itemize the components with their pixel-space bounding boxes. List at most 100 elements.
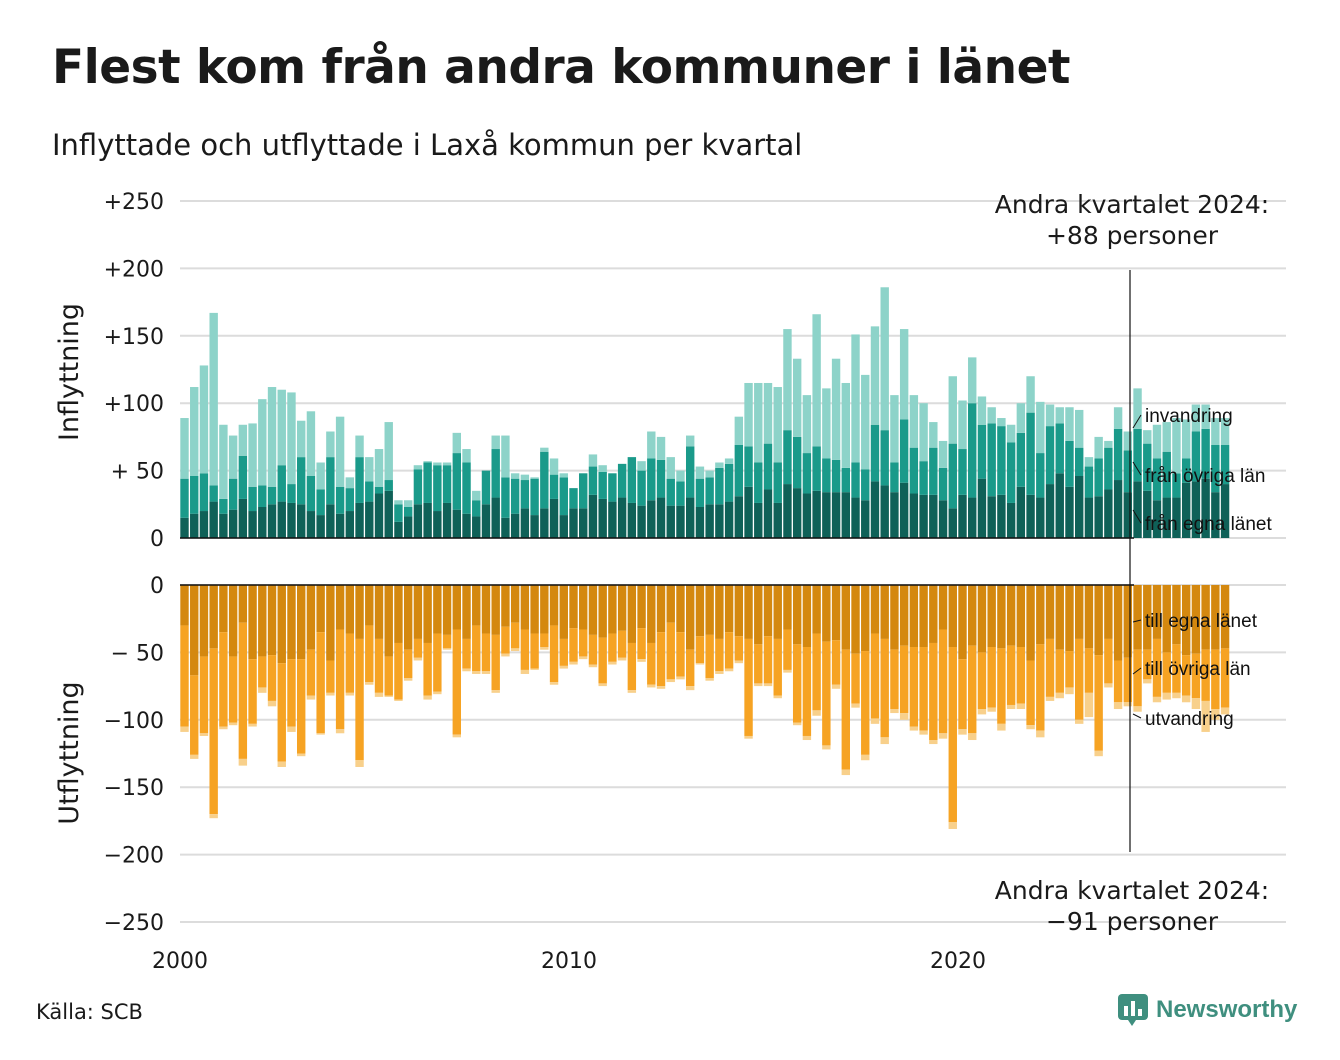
in-bar-invandring <box>851 334 860 463</box>
out-bar-utvandring <box>549 682 559 685</box>
in-bar-från-övriga-län <box>472 500 481 517</box>
out-bar-utvandring <box>1026 725 1035 730</box>
in-bar-från-övriga-län <box>1055 423 1064 474</box>
logo-text: Newsworthy <box>1156 996 1298 1023</box>
out-bar-utvandring <box>472 671 481 674</box>
in-bar-från-övriga-län <box>579 473 588 509</box>
out-bar-till-egna-länet <box>792 585 802 645</box>
in-bar-från-övriga-län <box>365 481 374 502</box>
in-bar-från-övriga-län <box>1191 431 1201 482</box>
in-bar-invandring <box>374 449 384 487</box>
out-bar-utvandring <box>899 713 909 720</box>
in-leader-line <box>1132 509 1142 524</box>
out-bar-till-egna-länet <box>491 585 500 635</box>
out-bar-till-övriga-län <box>238 622 248 759</box>
in-bar-invandring <box>1220 418 1230 445</box>
in-bar-från-egna-länet <box>1211 492 1220 538</box>
out-bar-utvandring <box>656 686 666 689</box>
out-bar-till-egna-länet <box>1006 585 1016 646</box>
out-bar-till-egna-länet <box>1191 585 1201 654</box>
in-bar-invandring <box>209 312 218 486</box>
labels: Inflyttning Utflyttning Andra kvartalet 20… <box>54 190 1272 936</box>
in-bar-från-egna-länet <box>384 490 393 538</box>
out-bar-utvandring <box>1036 730 1045 738</box>
in-bar-invandring <box>997 418 1006 427</box>
in-bar-från-övriga-län <box>929 447 938 495</box>
in-leader-line <box>1132 414 1142 429</box>
in-bar-invandring <box>948 376 957 444</box>
in-bar-från-egna-länet <box>705 504 714 538</box>
out-bar-utvandring <box>326 692 335 696</box>
in-bar-från-egna-länet <box>909 493 919 538</box>
out-bar-till-egna-länet <box>433 585 442 634</box>
newsworthy-logo[interactable]: Newsworthy <box>1118 994 1297 1026</box>
in-bar-från-egna-länet <box>540 508 549 538</box>
in-bar-invandring <box>870 326 880 425</box>
in-bar-från-egna-länet <box>326 504 335 538</box>
out-bar-utvandring <box>520 669 530 674</box>
in-bar-invandring <box>1075 409 1084 448</box>
out-bar-till-egna-länet <box>715 585 724 639</box>
out-bar-utvandring <box>510 648 520 652</box>
in-bar-från-egna-länet <box>219 513 228 538</box>
out-bar-utvandring <box>1172 692 1181 699</box>
out-bar-utvandring <box>695 663 705 665</box>
out-bar-till-egna-länet <box>929 585 938 643</box>
in-bar-från-egna-länet <box>374 493 384 538</box>
out-bar-till-övriga-län <box>617 630 627 658</box>
out-bar-till-övriga-län <box>258 656 267 688</box>
source-note: Källa: SCB <box>36 1000 143 1024</box>
out-bar-till-övriga-län <box>1026 660 1035 726</box>
out-bar-utvandring <box>209 814 218 819</box>
in-bar-från-övriga-län <box>1006 442 1016 503</box>
in-bar-från-övriga-län <box>1036 453 1045 498</box>
in-bar-invandring <box>968 357 977 404</box>
in-bar-från-övriga-län <box>1181 458 1191 483</box>
in-bar-invandring <box>1172 418 1181 474</box>
out-bar-till-egna-länet <box>647 585 656 643</box>
in-bar-invandring <box>831 358 841 460</box>
out-bar-till-egna-länet <box>316 585 325 633</box>
in-bar-invandring <box>520 474 530 481</box>
out-bar-utvandring <box>608 661 617 665</box>
out-bar-till-övriga-län <box>413 638 423 658</box>
in-bar-från-övriga-län <box>783 430 792 485</box>
out-bar-utvandring <box>267 700 277 707</box>
out-bar-utvandring <box>831 684 841 689</box>
out-bar-till-egna-länet <box>958 585 967 660</box>
out-bar-utvandring <box>909 726 919 731</box>
in-bar-från-övriga-län <box>802 453 812 494</box>
in-bar-från-övriga-län <box>423 462 432 503</box>
in-bar-invandring <box>394 500 403 505</box>
in-bar-från-övriga-län <box>491 449 500 498</box>
out-bar-till-egna-länet <box>676 585 685 633</box>
out-bar-utvandring <box>394 699 403 701</box>
in-bar-invandring <box>1143 430 1152 444</box>
in-bar-från-egna-länet <box>180 517 189 538</box>
out-bar-utvandring <box>861 754 870 761</box>
in-bar-från-egna-länet <box>1123 492 1133 538</box>
in-bar-invandring <box>559 473 568 478</box>
out-bar-utvandring <box>1075 719 1084 724</box>
in-bar-från-egna-länet <box>1045 484 1055 538</box>
out-bar-till-övriga-län <box>297 659 306 754</box>
in-bar-från-egna-länet <box>442 502 452 538</box>
in-bar-från-egna-länet <box>462 513 471 538</box>
in-bar-från-egna-länet <box>968 497 977 538</box>
in-bar-från-övriga-län <box>890 462 899 493</box>
out-bar-utvandring <box>540 647 549 650</box>
out-bar-till-övriga-län <box>228 656 238 723</box>
out-bar-utvandring <box>1113 702 1123 710</box>
in-bar-från-egna-länet <box>1162 497 1171 538</box>
out-bar-till-övriga-län <box>812 633 821 711</box>
in-bar-invandring <box>938 440 948 468</box>
in-bar-från-egna-länet <box>724 501 734 538</box>
in-bar-från-övriga-län <box>666 478 675 506</box>
out-bar-utvandring <box>462 668 471 672</box>
out-bar-till-övriga-län <box>1016 647 1026 704</box>
out-bar-utvandring <box>715 671 724 674</box>
in-bar-från-övriga-län <box>1201 428 1210 479</box>
in-series-label: invandring <box>1145 406 1233 427</box>
out-y-tick-label: 0 <box>150 574 164 599</box>
out-bar-utvandring <box>452 734 461 738</box>
